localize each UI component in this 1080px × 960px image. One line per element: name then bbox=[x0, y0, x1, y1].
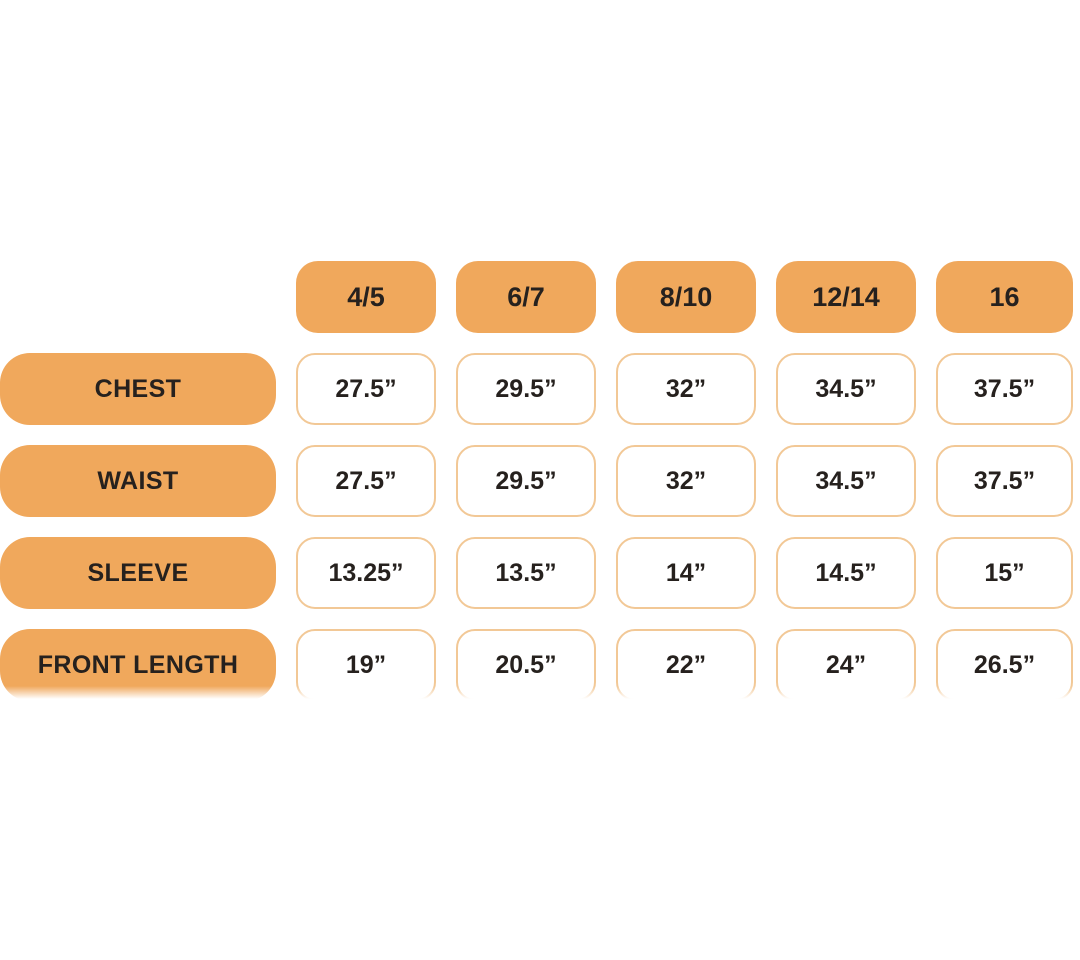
size-value-cell: 34.5” bbox=[776, 353, 916, 425]
size-value-cell: 14.5” bbox=[776, 537, 916, 609]
size-value-cell: 29.5” bbox=[456, 353, 596, 425]
size-value-cell: 15” bbox=[936, 537, 1073, 609]
size-value-cell: 13.25” bbox=[296, 537, 436, 609]
row-label-pill: WAIST bbox=[0, 445, 276, 517]
row-label-pill: CHEST bbox=[0, 353, 276, 425]
column-header-pill: 12/14 bbox=[776, 261, 916, 333]
size-value-cell: 13.5” bbox=[456, 537, 596, 609]
size-value-cell: 37.5” bbox=[936, 353, 1073, 425]
column-header-pill: 4/5 bbox=[296, 261, 436, 333]
size-value-cell: 24” bbox=[776, 629, 916, 701]
size-value-cell: 32” bbox=[616, 445, 756, 517]
corner-spacer bbox=[0, 261, 276, 333]
column-header-pill: 6/7 bbox=[456, 261, 596, 333]
column-header-pill: 16 bbox=[936, 261, 1073, 333]
bottom-fade bbox=[0, 686, 1080, 960]
size-value-cell: 26.5” bbox=[936, 629, 1073, 701]
size-value-cell: 20.5” bbox=[456, 629, 596, 701]
size-value-cell: 34.5” bbox=[776, 445, 916, 517]
size-value-cell: 32” bbox=[616, 353, 756, 425]
column-header-pill: 8/10 bbox=[616, 261, 756, 333]
size-value-cell: 22” bbox=[616, 629, 756, 701]
size-value-cell: 29.5” bbox=[456, 445, 596, 517]
size-value-cell: 27.5” bbox=[296, 445, 436, 517]
size-value-cell: 19” bbox=[296, 629, 436, 701]
row-label-pill: FRONT LENGTH bbox=[0, 629, 276, 701]
size-value-cell: 14” bbox=[616, 537, 756, 609]
row-label-pill: SLEEVE bbox=[0, 537, 276, 609]
size-chart-table: 4/5 6/7 8/10 12/14 16 CHEST 27.5” 29.5” … bbox=[0, 261, 1073, 701]
size-value-cell: 27.5” bbox=[296, 353, 436, 425]
size-value-cell: 37.5” bbox=[936, 445, 1073, 517]
